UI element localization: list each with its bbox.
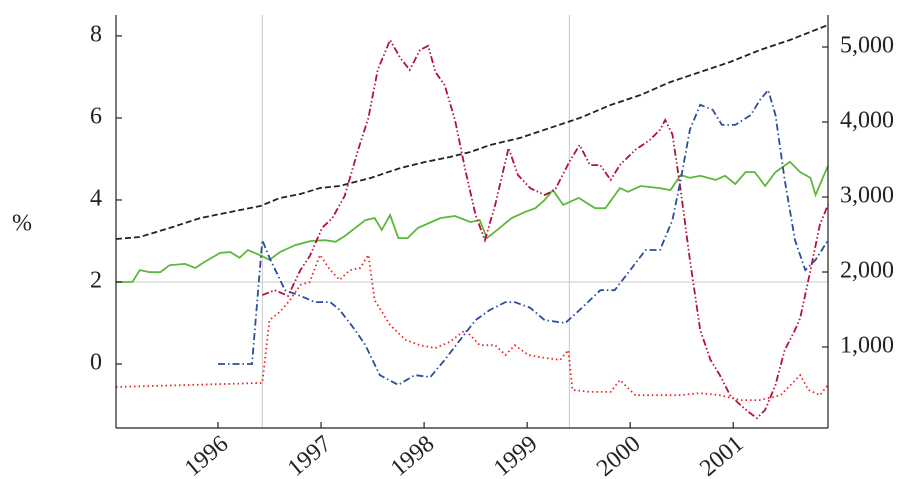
x-tick-label: 1997	[283, 431, 336, 479]
y2-tick-label: 3,000	[840, 183, 894, 209]
data-line	[218, 88, 829, 386]
data-line	[115, 252, 829, 401]
y2-tick-label: 4,000	[840, 108, 894, 134]
y-tick-label: 4	[90, 185, 102, 211]
y-tick-label: 6	[90, 103, 102, 129]
y2-tick-label: 5,000	[840, 33, 894, 59]
x-tick-label: 1999	[489, 431, 542, 479]
y-axis-label: %	[12, 211, 32, 237]
y-tick-label: 8	[90, 21, 102, 47]
data-line	[115, 24, 829, 240]
y2-tick-label: 1,000	[840, 333, 894, 359]
y-tick-label: 0	[90, 350, 102, 376]
x-tick-label: 2000	[592, 431, 645, 479]
x-tick-label: 1998	[386, 431, 439, 479]
y2-tick-label: 2,000	[840, 258, 894, 284]
data-line	[116, 160, 829, 283]
y-tick-label: 2	[90, 267, 102, 293]
x-tick-label: 1996	[180, 431, 233, 479]
x-tick-label: 2001	[695, 431, 748, 479]
data-line	[261, 37, 829, 420]
